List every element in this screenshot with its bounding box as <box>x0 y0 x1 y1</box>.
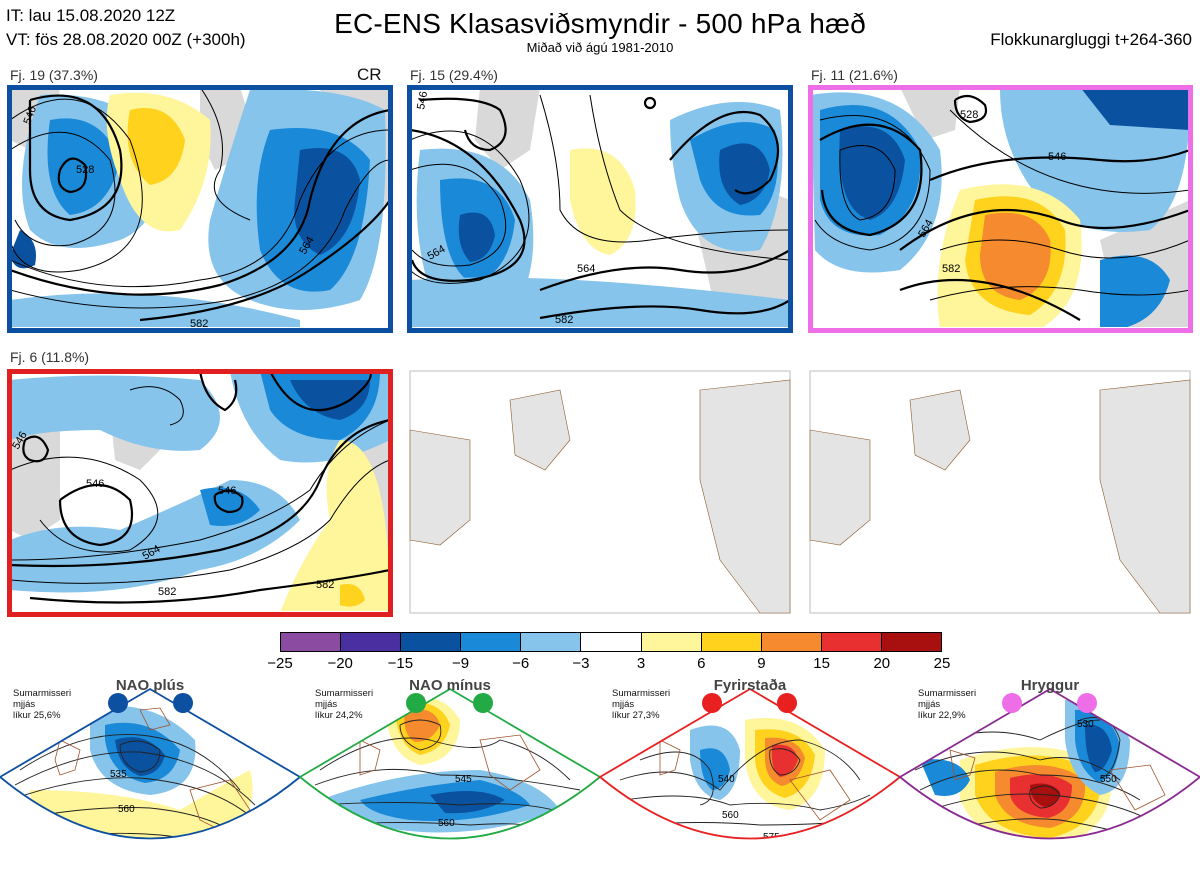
colorbar-cell <box>821 633 882 651</box>
colorbar-cell <box>701 633 762 651</box>
colorbar-tick-label: 9 <box>757 655 766 672</box>
panel-1-label: Fj. 19 (37.3%) <box>10 67 98 83</box>
svg-text:546: 546 <box>86 478 104 490</box>
cluster-frame-3 <box>808 85 1193 333</box>
colorbar <box>280 632 942 652</box>
page-subtitle: Miðað við ágú 1981-2010 <box>526 40 674 55</box>
svg-text:582: 582 <box>190 318 208 330</box>
svg-text:540: 540 <box>718 774 735 785</box>
valid-time: VT: fös 28.08.2020 00Z (+300h) <box>6 30 246 49</box>
regime-dot-3b <box>777 693 797 713</box>
page-title: EC-ENS Klasasviðsmyndir - 500 hPa hæð <box>334 8 866 39</box>
colorbar-cell <box>521 633 582 651</box>
svg-text:582: 582 <box>158 586 176 598</box>
regime-dot-2b <box>473 693 493 713</box>
colorbar-cell <box>281 633 342 651</box>
regime-title-2: NAO mínus <box>409 677 491 694</box>
cluster-map-3: 528 546 564 582 <box>813 89 1189 327</box>
svg-text:560: 560 <box>722 810 739 821</box>
colorbar-tick-label: 15 <box>813 655 830 672</box>
svg-text:582: 582 <box>555 314 573 326</box>
colorbar-cell <box>881 633 942 651</box>
regime-dot-2a <box>406 693 426 713</box>
initial-time: IT: lau 15.08.2020 12Z <box>6 6 176 25</box>
svg-text:582: 582 <box>942 263 960 275</box>
svg-text:546: 546 <box>218 485 236 497</box>
svg-text:575: 575 <box>763 832 780 843</box>
regime-dot-3a <box>702 693 722 713</box>
regime-frame-1 <box>0 687 302 840</box>
svg-text:560: 560 <box>438 818 455 829</box>
regime-dot-4b <box>1077 693 1097 713</box>
colorbar-tick-label: −3 <box>572 655 590 672</box>
colorbar-cell <box>581 633 642 651</box>
regime-dot-4a <box>1002 693 1022 713</box>
svg-text:546: 546 <box>22 105 40 126</box>
svg-text:528: 528 <box>76 164 94 176</box>
colorbar-tick-label: −9 <box>451 655 470 672</box>
colorbar-tick-label: −20 <box>327 655 353 672</box>
cluster-map-4: 546 546 546 564 582 582 <box>12 373 388 611</box>
svg-text:575: 575 <box>1094 838 1111 849</box>
colorbar-tick-label: 20 <box>873 655 891 672</box>
regime-info-4: Sumarmisseri mjjás líkur 22,9% <box>918 688 977 721</box>
colorbar-cell <box>761 633 822 651</box>
colorbar-tick-label: 3 <box>636 655 646 672</box>
svg-text:545: 545 <box>455 774 472 785</box>
cluster-map-2: 546 564 564 582 <box>412 89 788 327</box>
colorbar-cell <box>461 633 522 651</box>
colorbar-tick-label: 6 <box>697 655 706 672</box>
cluster-frame-1 <box>7 85 393 333</box>
colorbar-tick-label: −25 <box>267 655 293 672</box>
regime-frame-2 <box>298 687 602 840</box>
svg-text:528: 528 <box>960 109 978 121</box>
panel-3-label: Fj. 11 (21.6%) <box>811 67 898 83</box>
empty-map-6 <box>809 370 1191 614</box>
colorbar-tick-label: −6 <box>512 655 530 672</box>
regime-title-4: Hryggur <box>1020 677 1080 694</box>
regime-dot-1a <box>108 693 128 713</box>
panel-1-tag: CR <box>357 65 382 84</box>
colorbar-cell <box>341 633 402 651</box>
colorbar-cell <box>401 633 462 651</box>
cluster-maps: 546 528 564 582 546 56 <box>7 85 1193 617</box>
svg-text:530: 530 <box>1077 719 1094 730</box>
regime-frame-3 <box>598 687 902 840</box>
svg-text:546: 546 <box>415 90 430 110</box>
regime-info-1: Sumarmisseri mjjás líkur 25,6% <box>13 688 72 721</box>
svg-text:535: 535 <box>110 769 127 780</box>
regime-maps: 535 560 545 560 575 <box>0 687 1200 861</box>
regime-info-2: Sumarmisseri mjjás líkur 24,2% <box>315 688 374 721</box>
svg-text:546: 546 <box>1048 151 1066 163</box>
empty-map-5 <box>409 370 791 614</box>
regime-title-3: Fyrirstaða <box>713 677 787 694</box>
panel-4-label: Fj. 6 (11.8%) <box>10 349 90 365</box>
regime-title-1: NAO plús <box>115 677 185 694</box>
svg-text:560: 560 <box>118 804 135 815</box>
svg-text:550: 550 <box>1100 774 1117 785</box>
colorbar-tick-label: 25 <box>933 655 951 672</box>
colorbar-tick-label: −15 <box>387 655 414 672</box>
panel-2-label: Fj. 15 (29.4%) <box>410 67 498 83</box>
regime-info-3: Sumarmisseri mjjás líkur 27,3% <box>612 688 671 721</box>
svg-text:582: 582 <box>316 579 334 591</box>
cluster-frame-4 <box>7 369 393 617</box>
cluster-map-1: 546 528 564 582 <box>12 89 388 330</box>
header-info: IT: lau 15.08.2020 12Z VT: fös 28.08.202… <box>6 4 246 52</box>
colorbar-ticks: −25 −20 −15 −9 −6 −3 3 6 9 15 20 25 <box>267 655 950 673</box>
colorbar-cell <box>641 633 702 651</box>
svg-text:575: 575 <box>447 850 464 861</box>
classification-window: Flokkunargluggi t+264-360 <box>990 30 1192 49</box>
cluster-frame-2 <box>407 85 793 333</box>
regime-dot-1b <box>173 693 193 713</box>
regime-frame-4 <box>898 687 1200 840</box>
svg-text:564: 564 <box>577 263 595 275</box>
